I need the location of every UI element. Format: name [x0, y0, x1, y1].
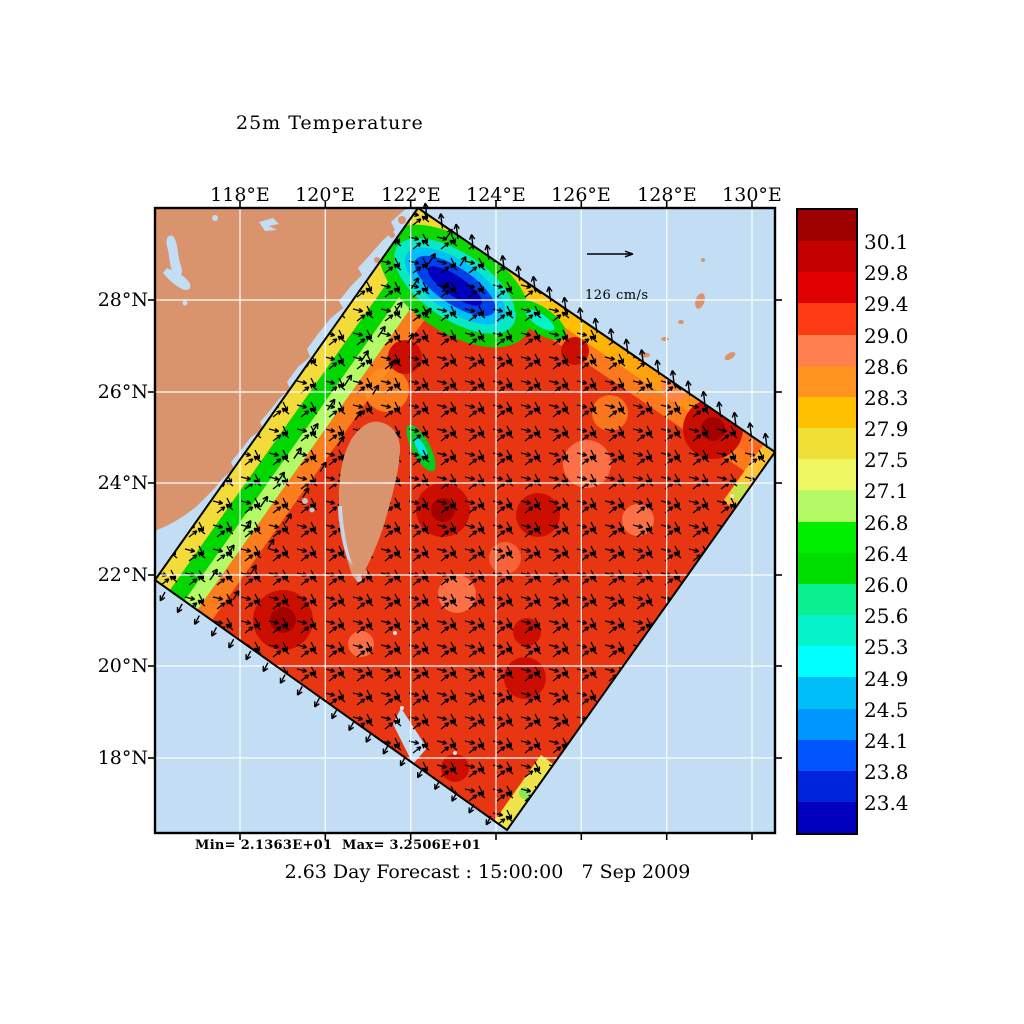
colorbar-tick-label: 24.1 [864, 729, 909, 753]
colorbar-segment [798, 241, 856, 273]
colorbar-tick-label: 28.6 [864, 355, 909, 379]
colorbar-segment [798, 303, 856, 335]
colorbar-segment [798, 365, 856, 397]
forecast-caption: 2.63 Day Forecast : 15:00:00 7 Sep 2009 [284, 861, 691, 883]
vector-field [155, 208, 775, 830]
scale-arrow-label: 126 cm/s [585, 288, 649, 303]
colorbar-segment [798, 334, 856, 366]
map-frame [153, 206, 777, 835]
lon-tick-label: 124°E [466, 184, 526, 206]
island-specks [302, 498, 362, 582]
boundary-current-arrows [159, 202, 769, 826]
velocity-scale: 126 cm/s [585, 250, 649, 303]
lat-tick-label: 24°N [97, 472, 148, 494]
lat-tick-label: 28°N [97, 289, 148, 311]
lat-tick-label: 22°N [97, 564, 148, 586]
lon-tick-label: 126°E [551, 184, 611, 206]
colorbar-segment [798, 210, 856, 242]
lon-tick-label: 122°E [381, 184, 441, 206]
colorbar-segment [798, 396, 856, 429]
lon-tick-label: 120°E [295, 184, 355, 206]
map-panel: 126 cm/s [145, 198, 785, 843]
colorbar-tick-label: 27.5 [864, 448, 909, 472]
colorbar-tick-label: 23.4 [864, 791, 909, 815]
colorbar-tick-label: 26.4 [864, 542, 909, 566]
landmass-taiwan [338, 421, 401, 580]
colorbar-tick-label: 26.0 [864, 573, 909, 597]
colorbar-segment [798, 615, 856, 647]
colorbar-tick-label: 29.0 [864, 324, 909, 348]
lat-tick-label: 20°N [97, 655, 148, 677]
colorbar-tick-label: 28.3 [864, 386, 909, 410]
domain-boundary [153, 206, 777, 832]
lon-tick-label: 118°E [210, 184, 270, 206]
lon-tick-label: 128°E [637, 184, 697, 206]
colorbar-segment [798, 428, 856, 460]
minmax-readout: Min= 2.1363E+01 Max= 3.2506E+01 [195, 838, 482, 853]
colorbar-tick-label: 25.6 [864, 604, 909, 628]
figure-title: 25m Temperature [236, 112, 424, 134]
colorbar-tick-label: 24.9 [864, 667, 909, 691]
colorbar-segment [798, 272, 856, 304]
colorbar-tick-label: 26.8 [864, 511, 909, 535]
colorbar-segment [798, 552, 856, 584]
colorbar-segment [798, 708, 856, 740]
lon-tick-label: 130°E [722, 184, 782, 206]
taiwan-strait-gap [338, 506, 353, 566]
colorbar-tick-label: 25.3 [864, 635, 909, 659]
colorbar-segment [798, 490, 856, 522]
colorbar-tick-label: 29.4 [864, 292, 909, 316]
colorbar-tick-label: 30.1 [864, 230, 909, 254]
axis-ticks [148, 201, 782, 840]
colorbar-tick-label: 27.9 [864, 417, 909, 441]
colorbar-segment [798, 583, 856, 616]
colorbar-segment [798, 770, 856, 802]
graticule [155, 208, 775, 833]
colorbar-segment [798, 521, 856, 553]
lat-tick-label: 26°N [97, 381, 148, 403]
colorbar-segment [798, 459, 856, 491]
colorbar-segment [798, 801, 856, 834]
map-svg: 126 cm/s [148, 201, 782, 840]
colorbar-tick-label: 27.1 [864, 479, 909, 503]
colorbar-tick-label: 24.5 [864, 698, 909, 722]
colorbar [796, 208, 858, 835]
river-features [163, 215, 279, 306]
lat-tick-label: 18°N [97, 747, 148, 769]
colorbar-segment [798, 677, 856, 709]
colorbar-segment [798, 646, 856, 678]
scale-arrow-icon [587, 250, 634, 258]
colorbar-segment [798, 739, 856, 771]
colorbar-tick-label: 29.8 [864, 261, 909, 285]
colorbar-tick-label: 23.8 [864, 760, 909, 784]
